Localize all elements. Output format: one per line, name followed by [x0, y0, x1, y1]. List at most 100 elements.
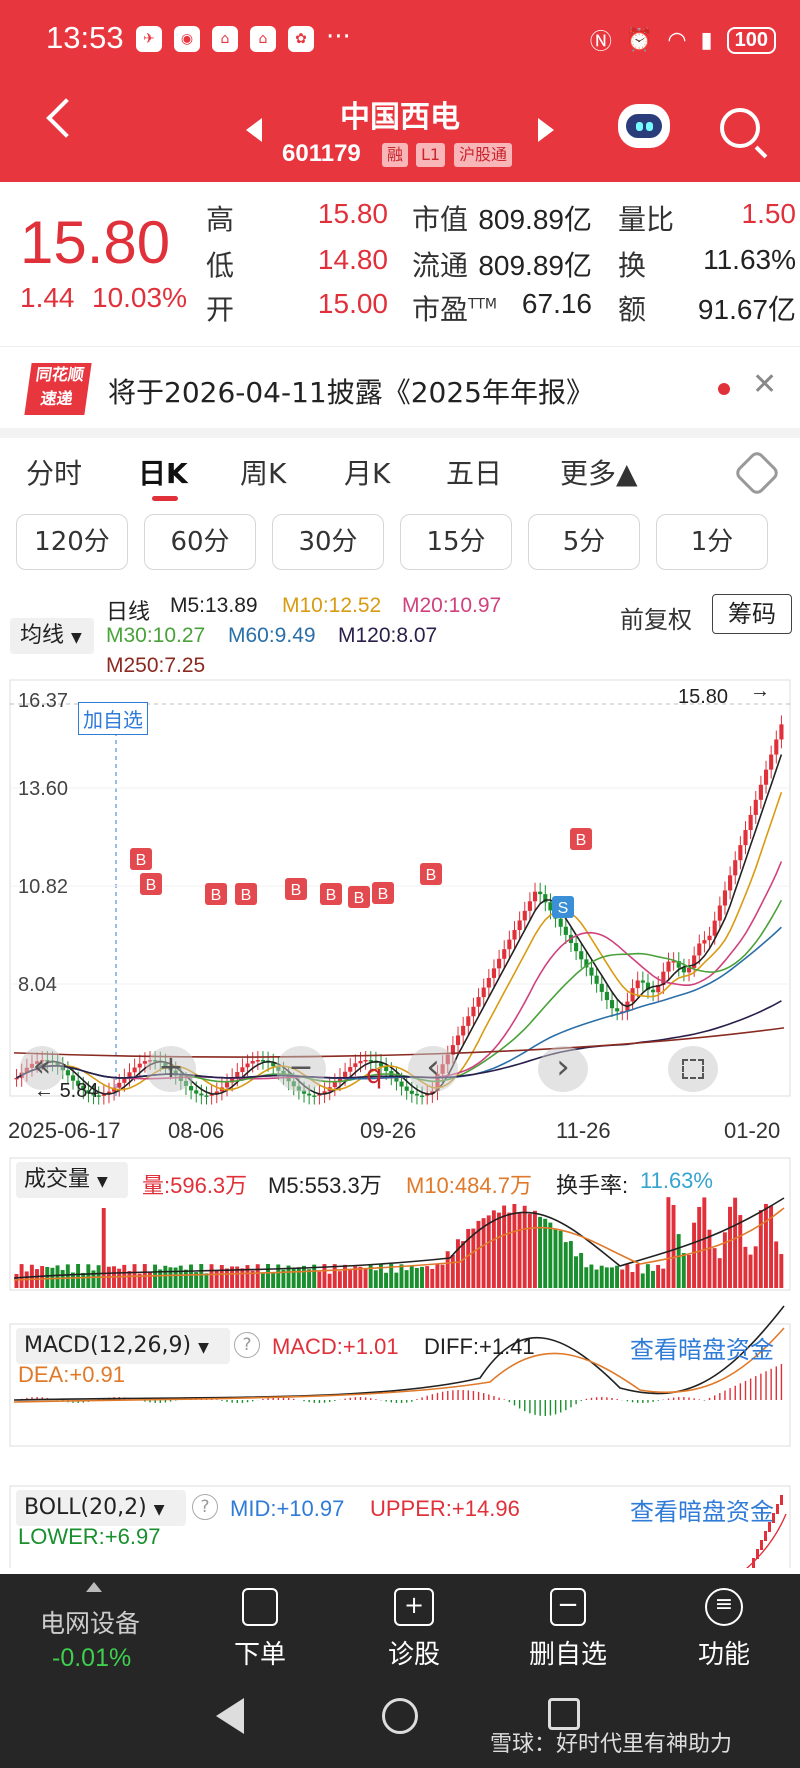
zoom-in-icon[interactable]: +	[146, 1046, 196, 1092]
minute-periods: 120分 60分 30分 15分 5分 1分	[0, 512, 800, 578]
alarm-icon: ⏰	[625, 27, 654, 53]
chip-button[interactable]: 筹码	[712, 594, 792, 634]
vol-m5: M5:553.3万	[268, 1173, 382, 1198]
nav-home-icon[interactable]	[382, 1698, 418, 1734]
baidu-icon: ✿	[288, 26, 314, 52]
price-change-pct: 10.03%	[92, 282, 187, 313]
status-right: Ⓝ ⏰ ◠ ▮ 100	[590, 24, 776, 56]
value-pe: 67.16	[521, 288, 592, 319]
tab-monthly-k[interactable]: 月K	[344, 457, 391, 490]
macd-value: MACD:+1.01	[272, 1334, 399, 1359]
sector-name[interactable]: 电网设备	[40, 1609, 141, 1638]
price-change: 1.44	[20, 282, 75, 313]
nav-recent-icon[interactable]	[548, 1698, 580, 1730]
remove-watch-icon: −	[550, 1588, 586, 1626]
period-60m[interactable]: 60分	[144, 514, 256, 570]
function-button[interactable]: ≡ 功能	[664, 1588, 784, 1671]
dark-pool-link-boll[interactable]: 查看暗盘资金	[630, 1498, 774, 1526]
boll-lower: LOWER:+6.97	[18, 1524, 161, 1549]
value-mkt-cap: 809.89亿	[478, 204, 592, 235]
svg-text:B: B	[426, 867, 437, 884]
assistant-robot-icon[interactable]	[618, 104, 670, 148]
value-open: 15.00	[317, 288, 388, 319]
rewind-icon[interactable]: «	[20, 1046, 64, 1090]
order-icon	[242, 1588, 278, 1626]
back-icon[interactable]	[46, 98, 86, 138]
notice-text[interactable]: 将于2026-04-11披露《2025年年报》	[108, 376, 594, 409]
period-120m[interactable]: 120分	[16, 514, 128, 570]
dark-pool-link[interactable]: 查看暗盘资金	[630, 1336, 774, 1364]
value-high: 15.80	[317, 198, 388, 229]
order-button[interactable]: 下单	[200, 1588, 320, 1671]
svg-text:S: S	[558, 900, 569, 917]
tag-l1: L1	[416, 143, 446, 167]
signal-icon: ▮	[700, 27, 713, 53]
period-tabs: 分时 日K 周K 月K 五日 更多▲	[0, 440, 800, 510]
max-arrow-icon: →	[750, 680, 770, 702]
macd-selector[interactable]: MACD(12,26,9) ▼	[16, 1328, 230, 1364]
stock-code: 601179	[282, 140, 361, 167]
search-icon[interactable]	[720, 108, 760, 148]
expand-icon[interactable]	[86, 1582, 102, 1592]
tab-intraday[interactable]: 分时	[26, 457, 83, 490]
value-turnover: 11.63%	[703, 244, 796, 275]
label-low: 低	[206, 249, 235, 282]
svg-text:B: B	[146, 877, 157, 894]
date-3: 09-26	[360, 1118, 417, 1143]
svg-text:B: B	[291, 882, 302, 899]
settings-icon[interactable]	[732, 448, 782, 498]
value-float: 809.89亿	[478, 250, 592, 281]
label-float: 流通	[412, 249, 469, 282]
prev-icon[interactable]: ‹	[408, 1046, 458, 1092]
help-icon[interactable]: ?	[234, 1332, 260, 1358]
wifi-icon: ◠	[667, 27, 687, 53]
tab-more[interactable]: 更多▲	[560, 457, 638, 490]
zoom-out-icon[interactable]: −	[276, 1046, 326, 1092]
ma-m60: M60:9.49	[228, 624, 316, 647]
stock-name: 中国西电	[340, 100, 460, 135]
next-stock-icon[interactable]	[538, 118, 554, 142]
period-1m[interactable]: 1分	[656, 514, 768, 570]
period-30m[interactable]: 30分	[272, 514, 384, 570]
svg-text:B: B	[326, 887, 337, 904]
ma-m120: M120:8.07	[338, 624, 438, 647]
active-tab-indicator	[152, 496, 178, 501]
vol-value: 量:596.3万	[142, 1173, 248, 1198]
period-5m[interactable]: 5分	[528, 514, 640, 570]
prev-stock-icon[interactable]	[246, 118, 262, 142]
value-vol-ratio: 1.50	[741, 198, 797, 229]
tag-hgt: 沪股通	[454, 143, 513, 167]
volume-selector[interactable]: 成交量 ▼	[16, 1162, 128, 1198]
svg-text:B: B	[576, 832, 587, 849]
tab-daily-k[interactable]: 日K	[138, 457, 188, 490]
ma-selector[interactable]: 均线 ▼	[10, 618, 94, 654]
period-15m[interactable]: 15分	[400, 514, 512, 570]
tab-five-day[interactable]: 五日	[446, 457, 503, 490]
add-watch-tag[interactable]: 加自选	[78, 702, 148, 735]
notice-banner[interactable]: 同花顺 速递 将于2026-04-11披露《2025年年报》 ✕	[0, 346, 800, 430]
date-1: 2025-06-17	[8, 1118, 121, 1143]
svg-text:B: B	[211, 887, 222, 904]
label-amount: 额	[618, 293, 647, 326]
unread-dot	[718, 383, 730, 395]
diagnose-button[interactable]: + 诊股	[354, 1588, 474, 1671]
macd-dea: DEA:+0.91	[18, 1362, 126, 1387]
next-icon[interactable]: ›	[538, 1046, 588, 1092]
notification-icon: ✈	[136, 26, 162, 52]
adjust-mode[interactable]: 前复权	[620, 606, 692, 634]
label-high: 高	[206, 203, 235, 236]
boll-selector[interactable]: BOLL(20,2) ▼	[16, 1490, 186, 1526]
svg-text:B: B	[241, 887, 252, 904]
ma-m10: M10:12.52	[282, 594, 382, 617]
more-notifications-icon: ···	[326, 22, 351, 52]
fullscreen-icon[interactable]	[668, 1046, 718, 1092]
svg-text:B: B	[354, 890, 365, 907]
remove-watch-button[interactable]: − 删自选	[528, 1588, 607, 1670]
ma-m20: M20:10.97	[402, 594, 502, 617]
help-icon-boll[interactable]: ?	[192, 1494, 218, 1520]
tab-weekly-k[interactable]: 周K	[240, 457, 287, 490]
nav-back-icon[interactable]	[216, 1698, 244, 1734]
nfc-icon: Ⓝ	[589, 30, 612, 55]
close-icon[interactable]: ✕	[752, 367, 778, 402]
